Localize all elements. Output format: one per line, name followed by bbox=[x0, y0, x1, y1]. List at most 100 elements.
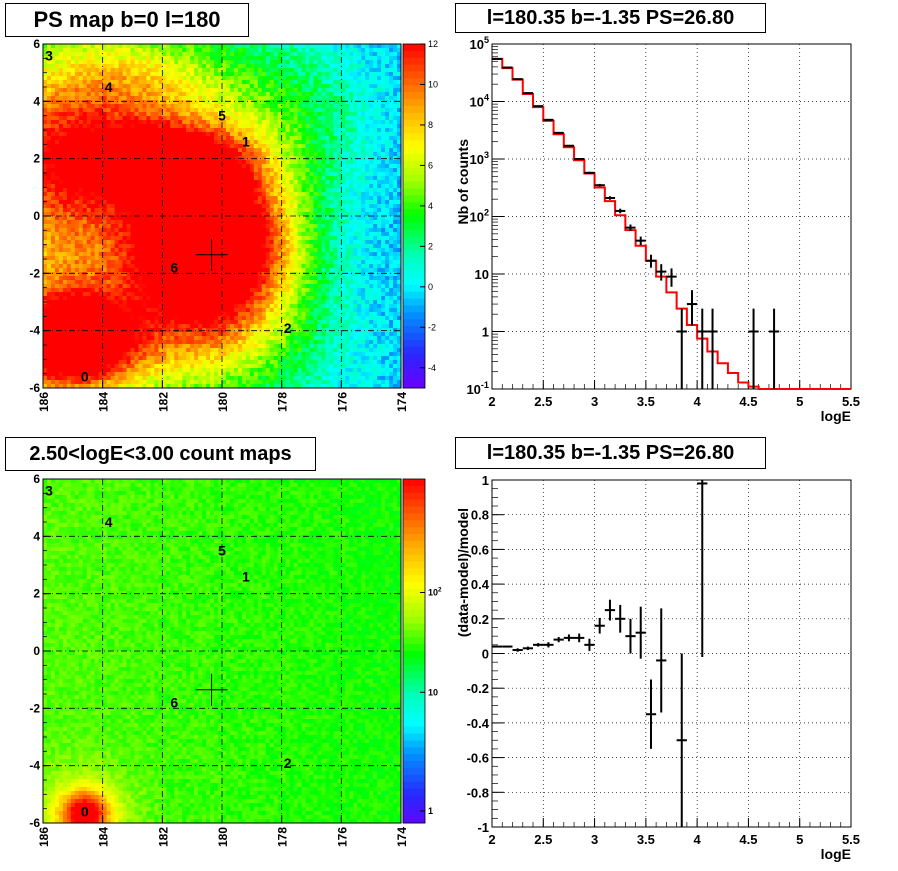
residual-point bbox=[543, 642, 554, 648]
colorbar-tick-label: 10 bbox=[428, 687, 438, 697]
x-tick-label: 2 bbox=[488, 832, 495, 847]
source-label-4: 4 bbox=[105, 79, 113, 95]
data-point bbox=[625, 224, 636, 231]
y-tick-label: -1 bbox=[477, 820, 489, 835]
y-tick-label: -0.2 bbox=[467, 681, 489, 696]
colorbar-tick-label: -4 bbox=[428, 363, 436, 373]
x-tick-label: 186 bbox=[37, 827, 51, 847]
colorbar-tick-label: 2 bbox=[428, 241, 433, 251]
residual-points bbox=[492, 480, 708, 827]
residual-point bbox=[533, 643, 544, 647]
x-tick-label: 184 bbox=[97, 827, 111, 847]
source-label-2: 2 bbox=[284, 320, 292, 336]
y-tick-label: 10 bbox=[475, 267, 489, 282]
y-tick-label: 103 bbox=[469, 150, 489, 167]
y-tick-label: -0.8 bbox=[467, 785, 489, 800]
y-tick-label: 4 bbox=[33, 529, 40, 543]
spectrum-frame bbox=[491, 43, 852, 390]
data-point bbox=[543, 118, 554, 121]
y-tick-label: 6 bbox=[33, 37, 40, 51]
x-tick-label: 5 bbox=[796, 832, 803, 847]
source-label-6: 6 bbox=[170, 260, 178, 276]
spectrum-grid bbox=[492, 44, 851, 389]
y-tick-label: -6 bbox=[29, 816, 40, 830]
y-tick-label: 105 bbox=[469, 35, 489, 52]
data-point bbox=[645, 254, 657, 268]
source-label-3: 3 bbox=[45, 47, 53, 63]
y-tick-label: 0.6 bbox=[471, 542, 489, 557]
data-point bbox=[748, 308, 759, 389]
data-point bbox=[666, 268, 677, 287]
y-tick-label: 0.2 bbox=[471, 612, 489, 627]
source-label-1: 1 bbox=[242, 133, 250, 149]
colorbar-tick-label: 10 bbox=[428, 79, 438, 89]
y-tick-label: 0 bbox=[33, 644, 40, 658]
residual-point bbox=[594, 617, 605, 634]
ps-map-chart: 186 184 182 180 178 176 1746420-2-4-6012345612… bbox=[29, 37, 438, 412]
source-label-3: 3 bbox=[45, 482, 53, 498]
y-tick-label: -2 bbox=[29, 701, 40, 715]
colorbar-tick-label: 12 bbox=[428, 39, 438, 49]
data-points bbox=[492, 57, 780, 389]
residual-point bbox=[512, 648, 523, 652]
residual-point bbox=[635, 606, 646, 659]
colorbar-tick-label: 4 bbox=[428, 201, 433, 211]
x-tick-label: 4 bbox=[694, 832, 702, 847]
residual-point bbox=[697, 480, 708, 657]
count-map-grid bbox=[43, 479, 401, 823]
data-point bbox=[676, 308, 687, 389]
y-tick-label: -4 bbox=[29, 759, 40, 773]
y-tick-label: 6 bbox=[33, 472, 40, 486]
y-tick-label: 10-1 bbox=[466, 380, 489, 397]
source-label-1: 1 bbox=[242, 568, 250, 584]
residual-point bbox=[563, 634, 575, 642]
x-tick-label: 4.5 bbox=[739, 394, 757, 409]
y-tick-label: -2 bbox=[29, 266, 40, 280]
data-point bbox=[553, 131, 564, 134]
ps-map-title: PS map b=0 l=180 bbox=[5, 3, 249, 37]
residuals-frame bbox=[491, 479, 852, 828]
x-tick-label: 3 bbox=[591, 394, 598, 409]
residual-point bbox=[522, 646, 534, 651]
colorbar-tick-label: 1 bbox=[428, 806, 433, 816]
residual-point bbox=[492, 645, 503, 648]
y-tick-label: 1 bbox=[482, 325, 489, 340]
y-tick-label: 0.4 bbox=[471, 577, 490, 592]
y-tick-label: -6 bbox=[29, 381, 40, 395]
residuals-chart: 2 2.5 3 3.5 4 4.5 5 5.5 1 0.8 0.6 0.4 0.2 0 -0.2 -0.4 -0… bbox=[455, 473, 860, 862]
data-point bbox=[594, 183, 605, 187]
count-map-colorbar bbox=[403, 479, 425, 824]
y-tick-label: 104 bbox=[469, 93, 489, 110]
residual-point bbox=[502, 645, 513, 648]
model-line bbox=[492, 57, 851, 390]
residual-point bbox=[584, 638, 595, 651]
y-tick-label: -4 bbox=[29, 324, 40, 338]
colorbar-tick-label: 102 bbox=[428, 586, 442, 597]
data-point bbox=[584, 171, 595, 174]
x-tick-label: 3 bbox=[591, 832, 598, 847]
colorbar-tick-label: 6 bbox=[428, 160, 433, 170]
x-tick-label: 174 bbox=[395, 827, 409, 847]
y-tick-label: 0.8 bbox=[471, 508, 489, 523]
residual-point bbox=[615, 604, 626, 633]
residual-point bbox=[656, 608, 667, 713]
x-tick-label: 178 bbox=[276, 392, 290, 412]
source-label-0: 0 bbox=[81, 369, 89, 385]
source-label-5: 5 bbox=[218, 108, 226, 124]
data-point bbox=[604, 196, 616, 200]
count-map-title: 2.50<logE<3.00 count maps bbox=[5, 437, 316, 471]
source-label-0: 0 bbox=[81, 804, 89, 820]
data-point bbox=[615, 208, 626, 214]
data-point bbox=[707, 308, 718, 389]
x-axis-label: logE bbox=[821, 846, 851, 862]
x-tick-label: 182 bbox=[156, 827, 170, 847]
data-point bbox=[768, 308, 780, 389]
x-tick-label: 178 bbox=[276, 827, 290, 847]
colorbar-tick-label: -2 bbox=[428, 322, 436, 332]
y-axis-label: Nb of counts bbox=[455, 139, 471, 225]
x-tick-label: 4 bbox=[694, 394, 702, 409]
y-tick-label: 4 bbox=[33, 94, 40, 108]
y-tick-label: 0 bbox=[33, 209, 40, 223]
x-tick-label: 4.5 bbox=[739, 832, 757, 847]
spectrum-chart: 2 2.5 3 3.5 4 4.5 5 5.5 10-1 1 10 102 103 104 105 logE N… bbox=[455, 35, 860, 424]
